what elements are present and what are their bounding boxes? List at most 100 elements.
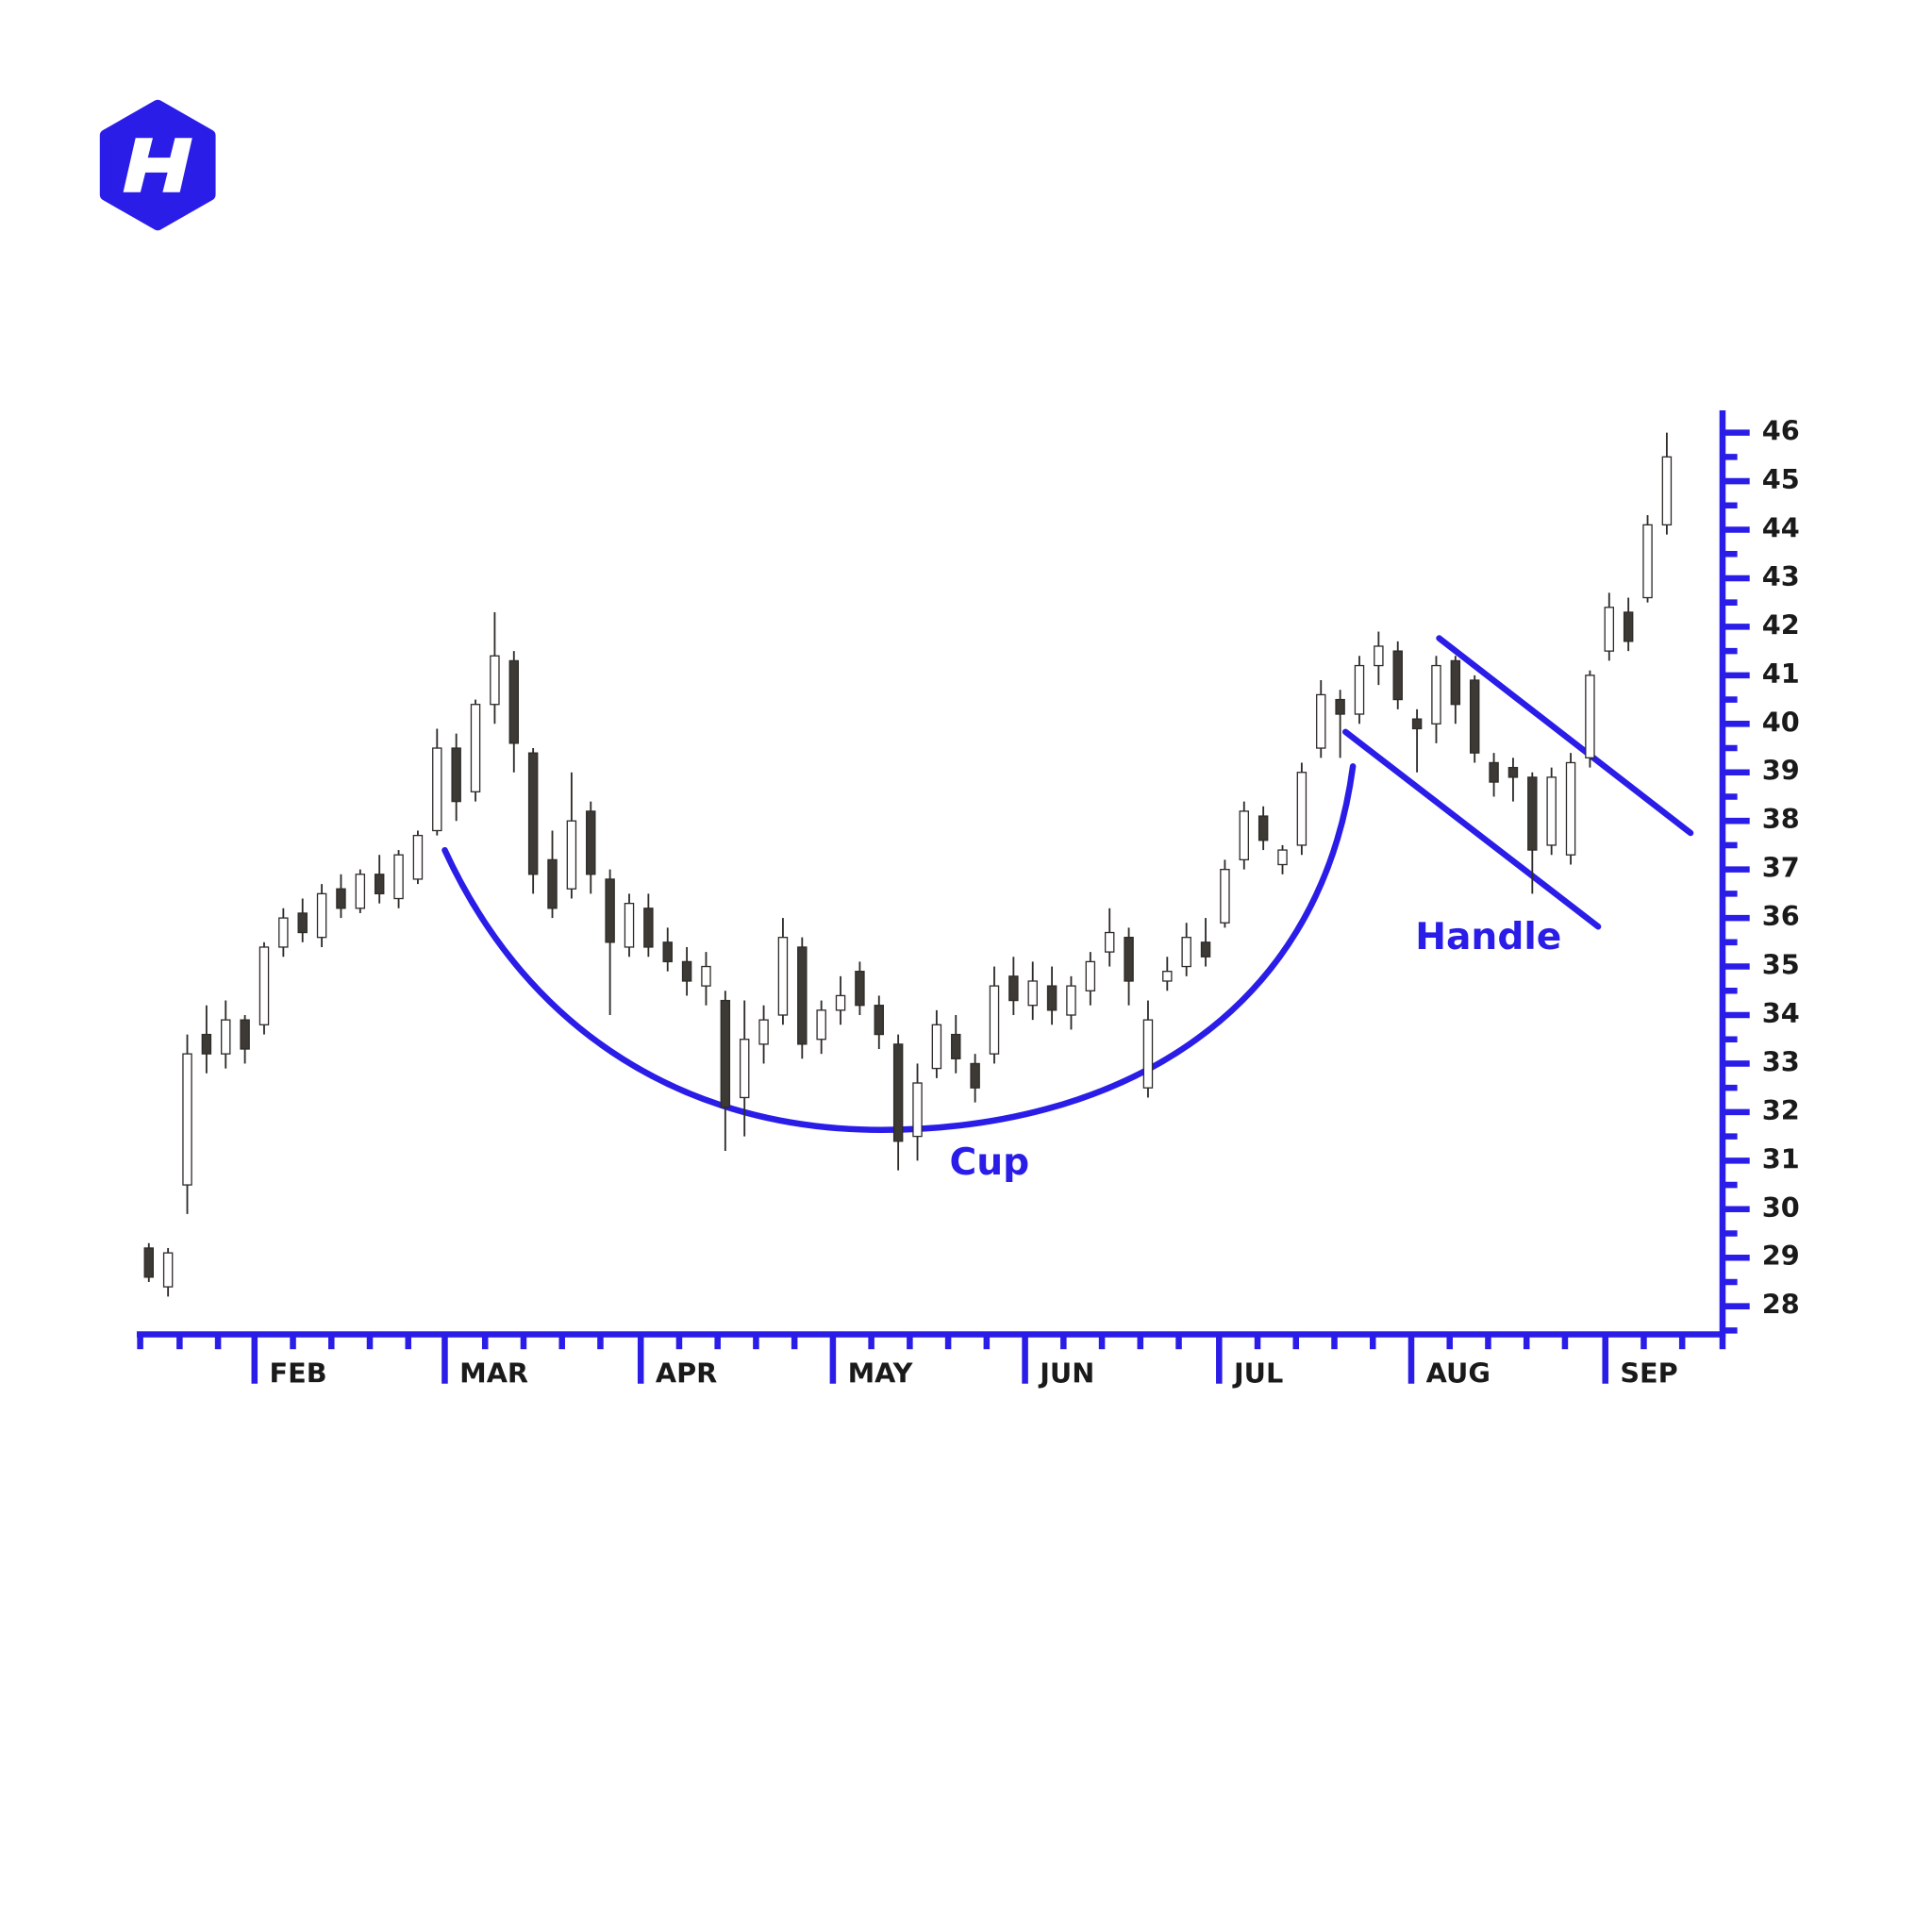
candle-body <box>297 912 308 934</box>
candle-body <box>1296 772 1307 846</box>
candle-body <box>1027 980 1038 1007</box>
candle-body <box>182 1053 192 1186</box>
y-tick-label: 44 <box>1762 512 1800 544</box>
y-tick-label: 36 <box>1762 900 1800 932</box>
candle-body <box>758 1019 769 1045</box>
candle-body <box>1489 761 1499 783</box>
candle-body <box>432 747 442 832</box>
candle-body <box>989 985 1000 1055</box>
candle-body <box>355 874 366 909</box>
candle-body <box>1008 975 1019 1002</box>
candle-body <box>1604 607 1615 652</box>
candle-body <box>951 1033 961 1059</box>
y-tick-label: 40 <box>1762 706 1800 738</box>
candle-body <box>1661 456 1673 526</box>
y-tick-label: 33 <box>1762 1045 1800 1077</box>
x-tick-label: FEB <box>269 1357 326 1390</box>
y-tick-label: 28 <box>1762 1289 1800 1321</box>
candle-body <box>1374 645 1384 667</box>
candle-body <box>162 1252 174 1288</box>
candle-body <box>1124 937 1134 982</box>
handle-lower-line <box>1342 728 1602 930</box>
candle-body <box>240 1019 250 1050</box>
candle-body <box>662 941 673 963</box>
logo <box>99 99 216 231</box>
candle-body <box>1527 776 1538 851</box>
candle-body <box>816 1009 826 1041</box>
candle-body <box>1411 718 1423 730</box>
candle-body <box>892 1043 904 1142</box>
candle-body <box>681 960 692 982</box>
candle-body <box>643 908 654 948</box>
candle-body <box>720 999 731 1108</box>
candle-body <box>624 903 635 948</box>
candle-body <box>1354 664 1365 715</box>
y-tick-label: 39 <box>1762 755 1800 787</box>
y-tick-label: 37 <box>1762 852 1800 884</box>
candle-body <box>316 892 327 939</box>
candle-body <box>1469 679 1480 754</box>
candle-body <box>777 937 789 1016</box>
candle-body <box>1142 1019 1154 1089</box>
cup-and-handle-lines <box>441 635 1694 1133</box>
y-tick-label: 32 <box>1762 1094 1800 1126</box>
x-tick-label: MAY <box>848 1357 914 1390</box>
candle-body <box>1239 810 1250 861</box>
candle-body <box>451 747 461 803</box>
candle-body <box>490 655 500 706</box>
candle-body <box>739 1039 750 1099</box>
x-tick-label: JUL <box>1232 1357 1283 1390</box>
candle-body <box>412 834 424 880</box>
y-tick-label: 46 <box>1762 415 1800 447</box>
candle-body <box>1623 611 1634 642</box>
y-tick-label: 30 <box>1762 1191 1800 1224</box>
candle-body <box>835 994 846 1011</box>
x-tick-label: APR <box>656 1357 717 1390</box>
candle-body <box>1507 766 1519 778</box>
y-tick-label: 41 <box>1762 658 1800 690</box>
candle-body <box>1565 761 1576 856</box>
x-tick-label: SEP <box>1620 1357 1677 1390</box>
candle-body <box>586 810 596 875</box>
y-tick-label: 29 <box>1762 1240 1800 1272</box>
candle-body <box>278 917 289 948</box>
candle-body <box>797 946 808 1045</box>
candle-body <box>1104 931 1115 953</box>
cup-label: Cup <box>949 1141 1029 1184</box>
candle-body <box>605 878 615 943</box>
candle-body <box>855 971 865 1007</box>
y-tick-label: 31 <box>1762 1142 1800 1174</box>
candle-body <box>470 704 481 792</box>
candle-body <box>1450 659 1461 706</box>
candle-body <box>912 1082 923 1138</box>
y-tick-label: 45 <box>1762 463 1800 495</box>
x-tick-label: JUN <box>1038 1357 1094 1390</box>
candle-body <box>143 1247 155 1278</box>
candle-body <box>508 659 520 744</box>
candle-body <box>393 854 404 900</box>
x-tick-label: MAR <box>459 1357 528 1390</box>
y-tick-label: 35 <box>1762 949 1800 981</box>
candle-body <box>1200 941 1211 958</box>
candle-body <box>874 1005 885 1036</box>
candle-body <box>547 858 558 909</box>
candle-body <box>374 874 385 895</box>
candle-body <box>1546 776 1557 846</box>
candle-body <box>1392 650 1403 701</box>
candle-body <box>1220 868 1230 924</box>
candle-body <box>1642 524 1653 599</box>
candle-body <box>1066 985 1076 1016</box>
handle-upper-line <box>1436 635 1694 837</box>
candle-body <box>201 1033 212 1055</box>
handle-label: Handle <box>1415 916 1561 958</box>
candle-body <box>566 820 577 890</box>
candle-body <box>1316 693 1326 749</box>
candle-body <box>1277 849 1288 866</box>
candle-body <box>1085 960 1096 991</box>
candle-body <box>221 1019 231 1055</box>
candle-body <box>701 965 711 987</box>
candle-body <box>1335 698 1345 715</box>
y-tick-label: 43 <box>1762 560 1800 592</box>
